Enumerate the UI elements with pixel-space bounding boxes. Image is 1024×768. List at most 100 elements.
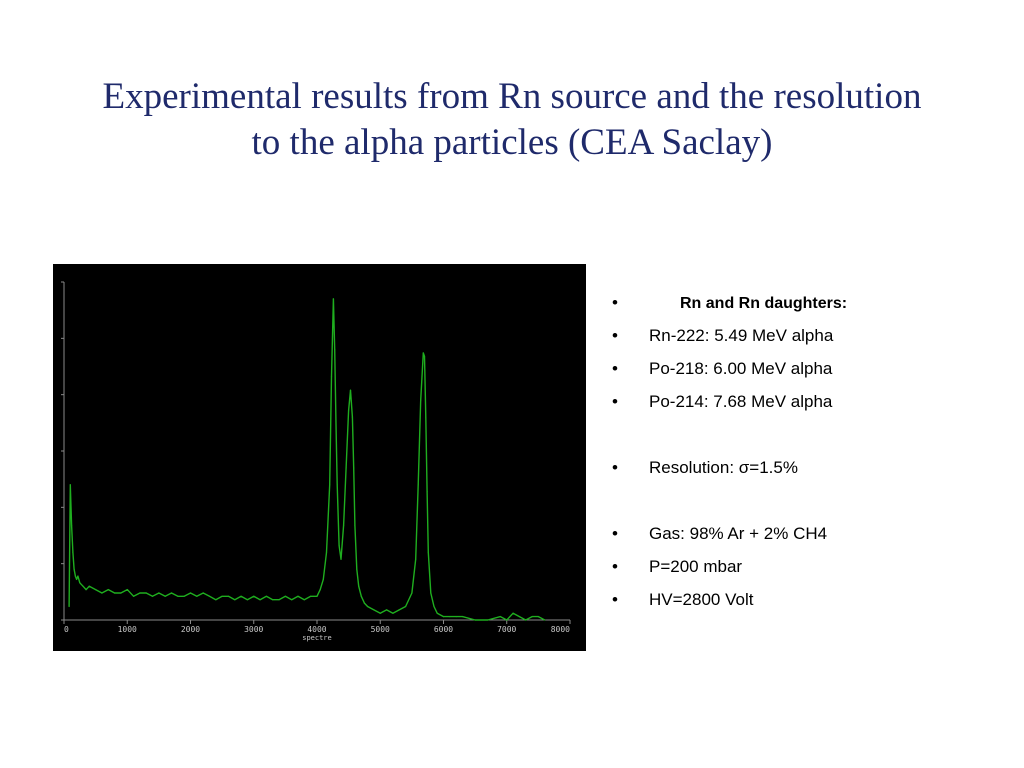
bullet-item: • Po-214: 7.68 MeV alpha — [612, 385, 1012, 418]
data-point — [319, 589, 321, 591]
data-point — [139, 592, 141, 594]
data-point — [455, 616, 457, 618]
data-point — [126, 589, 128, 591]
bullet-dot: • — [612, 524, 618, 543]
data-point — [79, 582, 81, 584]
slide-title: Experimental results from Rn source and … — [40, 74, 984, 166]
data-point — [425, 416, 427, 418]
data-point — [101, 592, 103, 594]
data-point — [442, 616, 445, 618]
data-point — [512, 612, 514, 614]
data-point — [417, 484, 419, 486]
data-point — [107, 589, 109, 591]
series-line — [68, 298, 546, 621]
data-point — [265, 595, 267, 597]
data-point — [332, 298, 334, 300]
data-point — [133, 595, 135, 597]
data-point — [82, 585, 84, 587]
bullet-text: Rn and Rn daughters: — [680, 295, 848, 312]
data-point — [349, 389, 352, 391]
data-point — [422, 352, 424, 354]
data-point — [227, 595, 230, 597]
data-point — [72, 551, 74, 553]
data-point — [284, 595, 286, 597]
data-point — [151, 595, 154, 597]
data-point — [354, 524, 356, 526]
data-point — [88, 585, 90, 587]
data-point — [164, 595, 166, 597]
x-tick-label: 7000 — [497, 625, 516, 634]
bullet-text: Resolution: σ=1.5% — [649, 458, 798, 477]
data-point — [351, 416, 353, 418]
data-point — [334, 349, 336, 351]
data-point — [358, 585, 360, 587]
data-point — [322, 578, 324, 580]
data-point — [525, 619, 527, 621]
data-point — [177, 595, 179, 597]
data-point — [183, 595, 185, 597]
data-point — [506, 619, 508, 621]
data-point — [544, 619, 546, 621]
x-tick-label: 5000 — [371, 625, 390, 634]
bullet-dot: • — [612, 326, 618, 345]
data-point — [215, 599, 217, 601]
data-point — [234, 599, 236, 601]
data-point — [68, 605, 70, 608]
data-point — [353, 467, 355, 469]
data-point — [433, 605, 435, 608]
data-point — [253, 595, 255, 597]
data-point — [343, 524, 345, 526]
data-point — [348, 409, 350, 411]
x-tick-label: 8000 — [551, 625, 570, 634]
data-point — [158, 592, 160, 594]
data-point — [474, 619, 476, 621]
data-point — [189, 592, 192, 594]
x-tick-label: 1000 — [118, 625, 137, 634]
bullet-text: HV=2800 Volt — [649, 590, 754, 609]
data-point — [120, 592, 122, 594]
bullet-dot: • — [612, 392, 618, 411]
bullet-item: • P=200 mbar — [612, 550, 1012, 583]
data-point — [330, 376, 333, 378]
bullet-item: • Rn and Rn daughters: — [612, 286, 1012, 319]
data-point — [430, 592, 432, 594]
data-point — [310, 595, 312, 597]
bullet-dot: • — [612, 590, 618, 609]
data-point — [356, 568, 358, 570]
data-point — [531, 616, 533, 618]
data-point — [71, 524, 73, 526]
data-point — [316, 595, 318, 597]
spectrum-chart-svg: 0 1000 2000 3000 4000 5000 6000 7000 8000 spectre — [61, 281, 571, 642]
data-point — [325, 551, 328, 553]
data-point — [338, 545, 340, 547]
data-point — [499, 616, 501, 618]
bullet-item: • HV=2800 Volt — [612, 583, 1012, 616]
bullet-text: Rn-222: 5.49 MeV alpha — [649, 326, 834, 345]
data-point — [145, 592, 147, 594]
data-point — [208, 595, 211, 597]
data-point — [69, 484, 71, 486]
bullet-dot: • — [612, 293, 618, 312]
bullet-text: Po-214: 7.68 MeV alpha — [649, 392, 833, 411]
chart-axes — [61, 281, 570, 621]
data-point — [518, 616, 520, 618]
data-point — [76, 578, 78, 580]
data-point — [73, 568, 75, 570]
data-point — [278, 599, 280, 601]
data-point — [415, 558, 417, 560]
data-point — [170, 592, 173, 594]
bullet-spacer — [612, 418, 1012, 451]
data-point — [240, 595, 242, 597]
bullet-text: Po-218: 6.00 MeV alpha — [649, 359, 833, 378]
slide-title-line-2: to the alpha particles (CEA Saclay) — [251, 122, 773, 163]
data-point — [373, 609, 375, 611]
data-point — [196, 595, 198, 597]
data-point — [449, 616, 451, 618]
data-point — [202, 592, 204, 594]
data-point — [272, 599, 274, 601]
data-point — [537, 616, 539, 618]
data-point — [379, 612, 381, 614]
x-axis-label: spectre — [302, 634, 332, 642]
chart-ticks: 0 1000 2000 3000 4000 5000 6000 7000 8000 spectre — [63, 620, 571, 642]
data-point — [461, 616, 464, 618]
